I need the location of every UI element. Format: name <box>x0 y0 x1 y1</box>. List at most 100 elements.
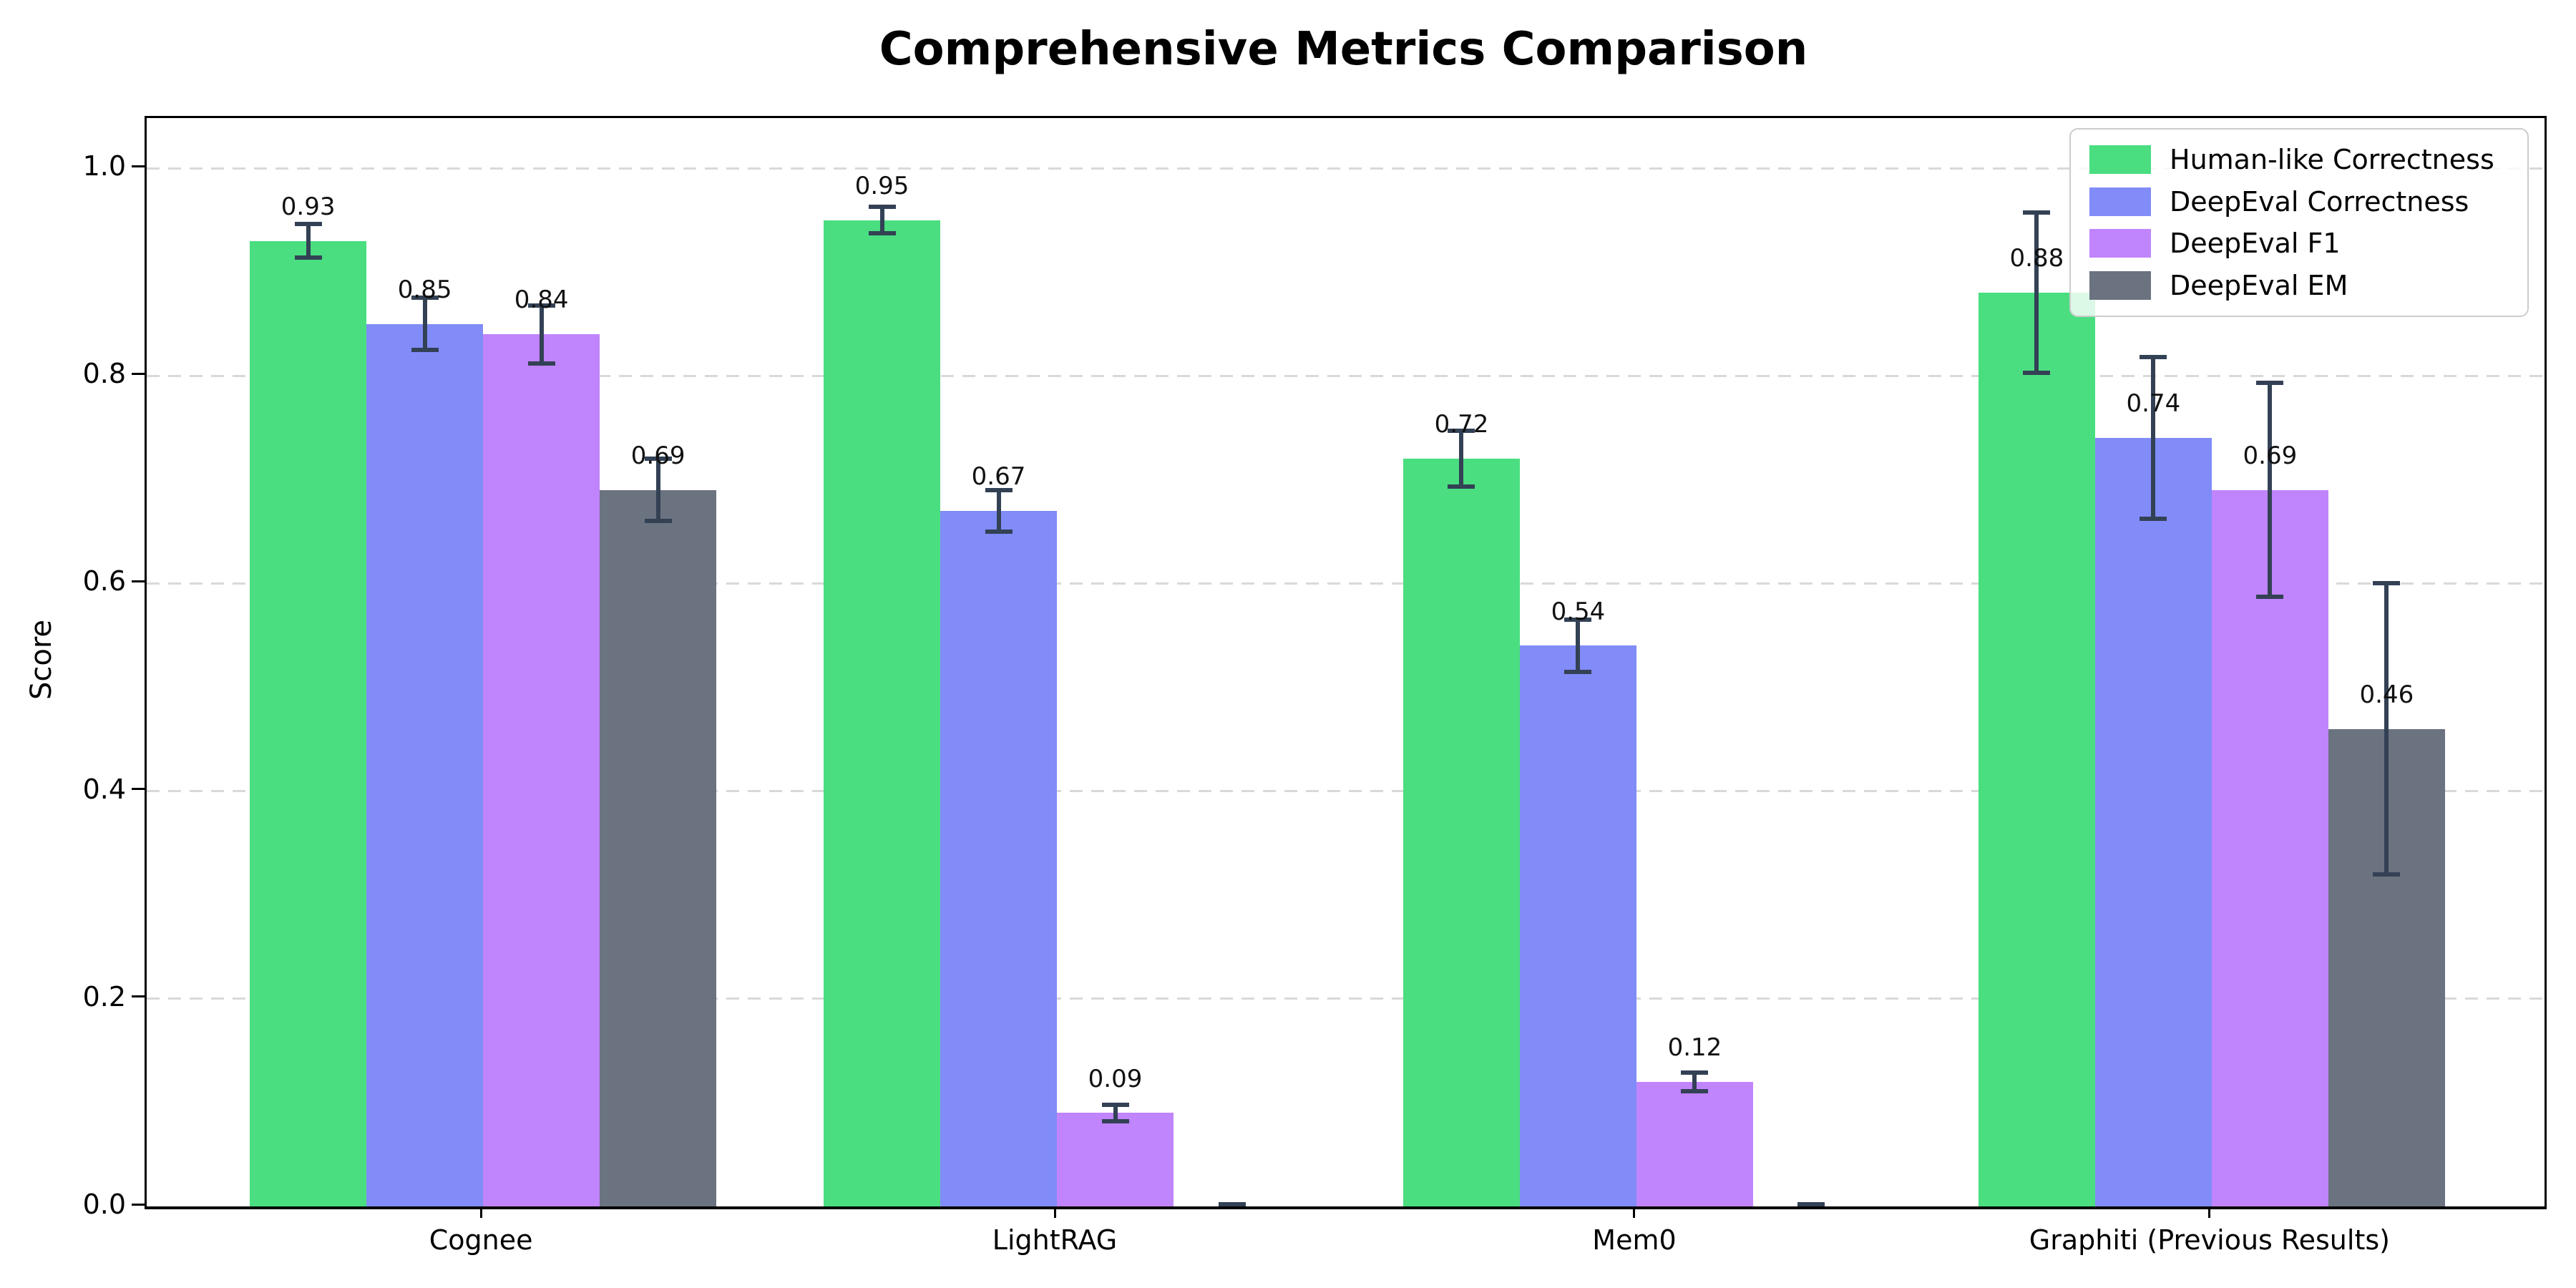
error-bar-cap <box>868 204 896 209</box>
error-bar-cap <box>2373 581 2401 586</box>
legend-swatch-gray <box>2089 270 2151 300</box>
error-bar-cap <box>1564 669 1592 674</box>
error-bar-cap <box>527 303 555 308</box>
bar-value-label: 0.95 <box>854 171 909 200</box>
error-bar-cap <box>294 255 322 260</box>
error-bar-cap <box>1564 618 1592 623</box>
bar <box>1636 1081 1753 1206</box>
legend-item: Human-like Correctness <box>2089 144 2509 175</box>
bar <box>366 323 484 1206</box>
error-bar-cap <box>2023 370 2051 375</box>
gridline <box>147 167 2545 170</box>
error-bar-line <box>1576 620 1581 672</box>
y-tick-label: 1.0 <box>82 150 126 182</box>
error-bar-line <box>1113 1104 1118 1121</box>
bar <box>824 220 941 1206</box>
error-bar-line <box>655 459 660 522</box>
bar <box>1978 293 2095 1206</box>
error-bar-cap <box>1681 1088 1709 1093</box>
error-bar-cap <box>2373 872 2401 877</box>
error-bar-cap <box>644 519 672 524</box>
error-bar-line <box>2151 357 2156 519</box>
bar <box>1057 1113 1174 1206</box>
error-bar-cap <box>644 457 672 462</box>
error-bar-line <box>879 206 884 234</box>
error-bar-cap <box>1101 1119 1129 1124</box>
x-tick <box>479 1207 482 1218</box>
error-bar-cap <box>1218 1202 1246 1206</box>
legend-swatch-blue <box>2089 187 2151 216</box>
x-tick <box>2208 1207 2211 1218</box>
bar-value-label: 0.93 <box>280 192 336 221</box>
y-tick-label: 0.0 <box>82 1189 126 1220</box>
bar-value-label: 0.84 <box>514 286 569 315</box>
error-bar-cap <box>2140 355 2167 360</box>
gridline <box>147 997 2545 1000</box>
gridline <box>147 582 2545 585</box>
y-axis-label: Score <box>25 619 58 701</box>
bar-value-label: 0.88 <box>2009 244 2064 273</box>
error-bar-line <box>306 224 311 258</box>
legend-label: DeepEval F1 <box>2170 228 2341 260</box>
error-bar-line <box>539 305 544 364</box>
x-tick-label: LightRAG <box>992 1224 1118 1256</box>
legend-label: DeepEval EM <box>2170 269 2348 301</box>
error-bar-line <box>422 298 427 350</box>
gridline <box>147 790 2545 793</box>
error-bar-cap <box>411 347 439 352</box>
y-tick <box>132 1203 145 1206</box>
bar-value-label: 0.74 <box>2126 389 2181 419</box>
error-bar-cap <box>985 529 1013 534</box>
bar-value-label: 0.46 <box>2359 680 2414 709</box>
legend-item: DeepEval Correctness <box>2089 186 2509 218</box>
error-bar-line <box>2268 383 2273 597</box>
legend-label: Human-like Correctness <box>2170 144 2494 175</box>
bar <box>250 240 367 1206</box>
x-tick-label: Cognee <box>429 1224 533 1256</box>
x-tick-label: Graphiti (Previous Results) <box>2029 1224 2390 1256</box>
error-bar-cap <box>1448 429 1475 434</box>
bar-value-label: 0.09 <box>1088 1064 1143 1093</box>
bar <box>1519 645 1636 1206</box>
y-tick-label: 0.6 <box>82 565 126 597</box>
y-tick <box>132 165 145 167</box>
y-tick <box>132 788 145 791</box>
bar <box>600 489 717 1206</box>
legend-label: DeepEval Correctness <box>2170 185 2469 218</box>
error-bar-cap <box>868 231 896 236</box>
legend-item: DeepEval F1 <box>2089 228 2509 259</box>
y-tick <box>132 372 145 375</box>
bar-value-label: 0.12 <box>1667 1033 1722 1062</box>
gridline <box>147 374 2545 377</box>
error-bar-cap <box>1797 1206 1825 1209</box>
y-tick <box>132 995 145 998</box>
bar-value-label: 0.72 <box>1434 410 1489 439</box>
error-bar-line <box>2384 583 2389 874</box>
legend-item: DeepEval EM <box>2089 270 2509 301</box>
error-bar-cap <box>1219 1206 1246 1209</box>
error-bar-cap <box>1448 484 1475 489</box>
legend-swatch-purple <box>2089 229 2151 258</box>
legend-swatch-green <box>2089 145 2151 174</box>
error-bar-line <box>1459 431 1464 487</box>
x-tick-label: Mem0 <box>1592 1224 1677 1256</box>
bar <box>483 334 600 1206</box>
error-bar-cap <box>2256 381 2284 386</box>
chart-title: Comprehensive Metrics Comparison <box>879 23 1808 76</box>
bar-value-label: 0.85 <box>397 275 452 304</box>
error-bar-cap <box>2023 210 2051 215</box>
error-bar-cap <box>2256 595 2284 600</box>
bar <box>1402 459 1520 1206</box>
bar-value-label: 0.67 <box>971 462 1026 491</box>
bar-value-label: 0.54 <box>1551 597 1606 626</box>
error-bar-cap <box>2140 517 2167 522</box>
x-tick <box>1633 1207 1636 1218</box>
error-bar-line <box>996 489 1001 532</box>
error-bar-cap <box>294 222 322 227</box>
error-bar-cap <box>527 361 555 366</box>
bar <box>2094 438 2212 1206</box>
error-bar-line <box>2034 213 2039 373</box>
error-bar-cap <box>411 296 439 301</box>
legend: Human-like Correctness DeepEval Correctn… <box>2069 128 2529 317</box>
